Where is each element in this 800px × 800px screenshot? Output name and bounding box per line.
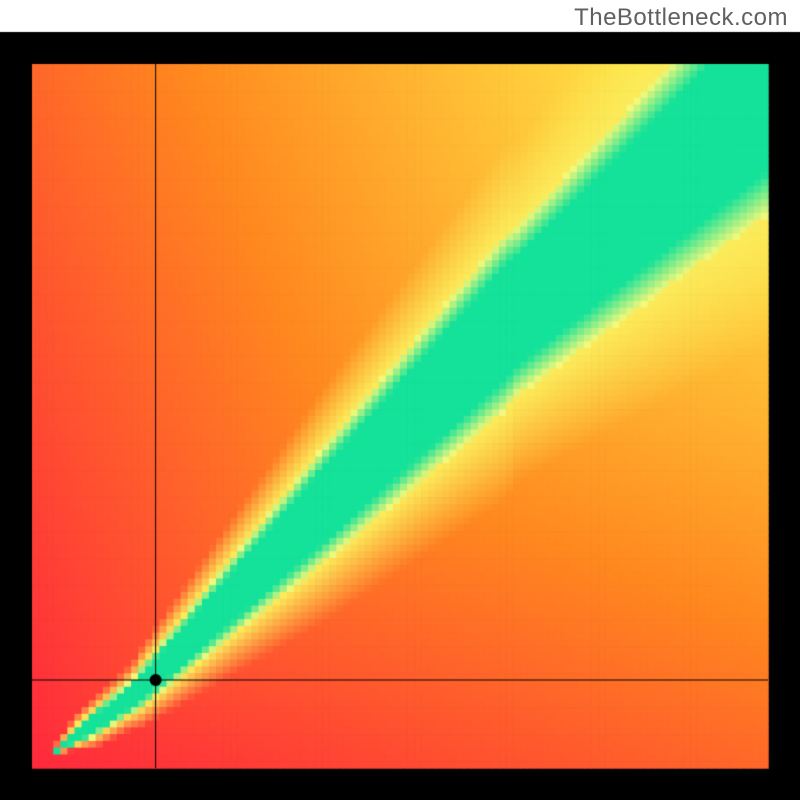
figure-root: TheBottleneck.com [0, 0, 800, 800]
heatmap-canvas [0, 0, 800, 800]
watermark-text: TheBottleneck.com [574, 4, 788, 32]
